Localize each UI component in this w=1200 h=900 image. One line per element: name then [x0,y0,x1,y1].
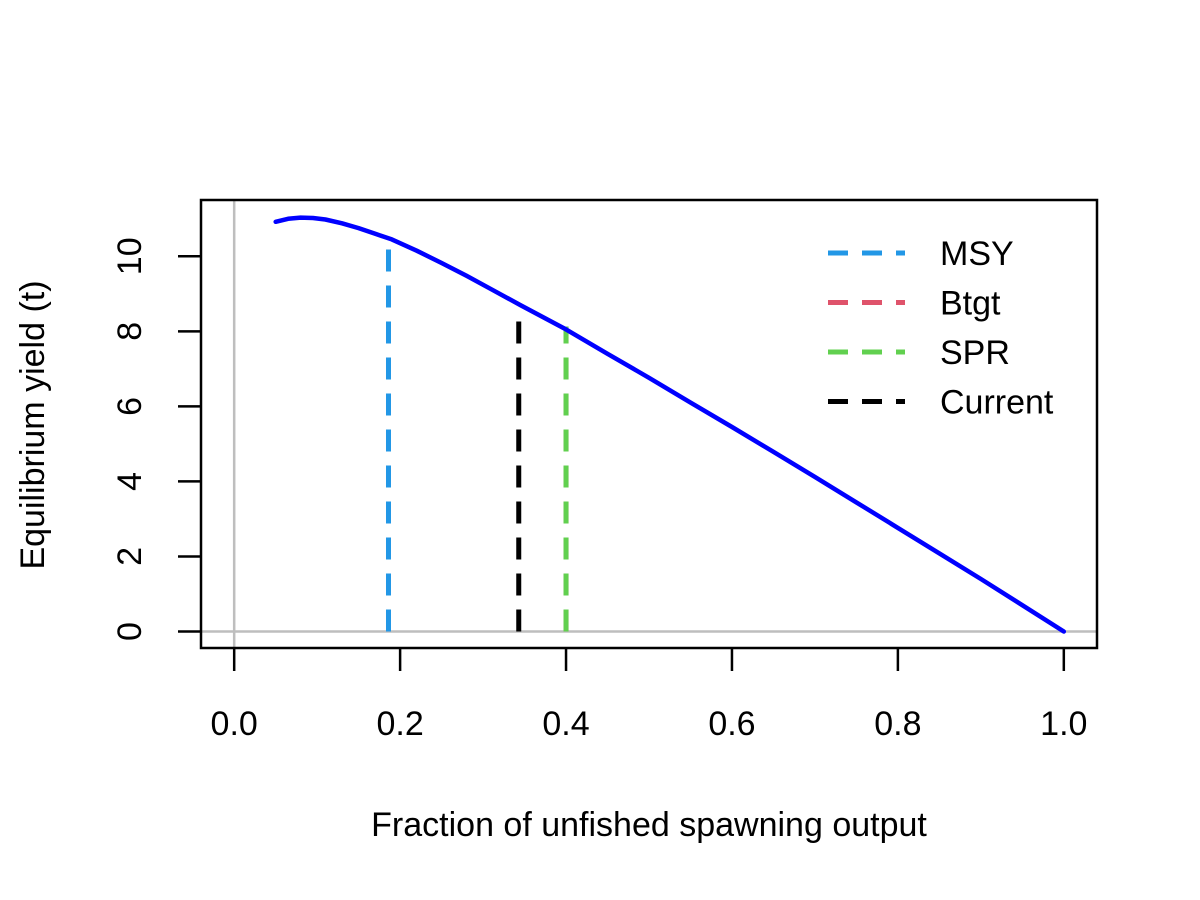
x-tick-label: 1.0 [1040,705,1087,743]
y-tick-label: 10 [111,237,149,275]
plot-frame [199,198,1099,650]
y-tick-label: 0 [111,622,149,641]
axes: 0.0 0.2 0.4 0.6 0.8 1.0 0 2 4 6 8 10 [111,198,1099,743]
yield-curve [273,215,1067,634]
legend-label-btgt: Btgt [940,285,1001,323]
legend: MSY Btgt SPR Current [828,235,1054,422]
legend-label-msy: MSY [940,235,1014,273]
x-tick-label: 0.6 [708,705,755,743]
y-tick-label: 2 [111,547,149,566]
legend-label-spr: SPR [940,334,1010,372]
x-tick-label: 0.2 [376,705,423,743]
x-axis-title: Fraction of unfished spawning output [371,806,927,844]
x-tick-label: 0.8 [874,705,921,743]
x-tick-label: 0.4 [542,705,589,743]
plot-area [201,200,1097,648]
y-tick-label: 6 [111,397,149,416]
legend-label-current: Current [940,384,1054,422]
y-tick-label: 4 [111,472,149,491]
y-tick-label: 8 [111,322,149,341]
x-tick-label: 0.0 [211,705,258,743]
y-axis-title: Equilibrium yield (t) [14,280,52,569]
